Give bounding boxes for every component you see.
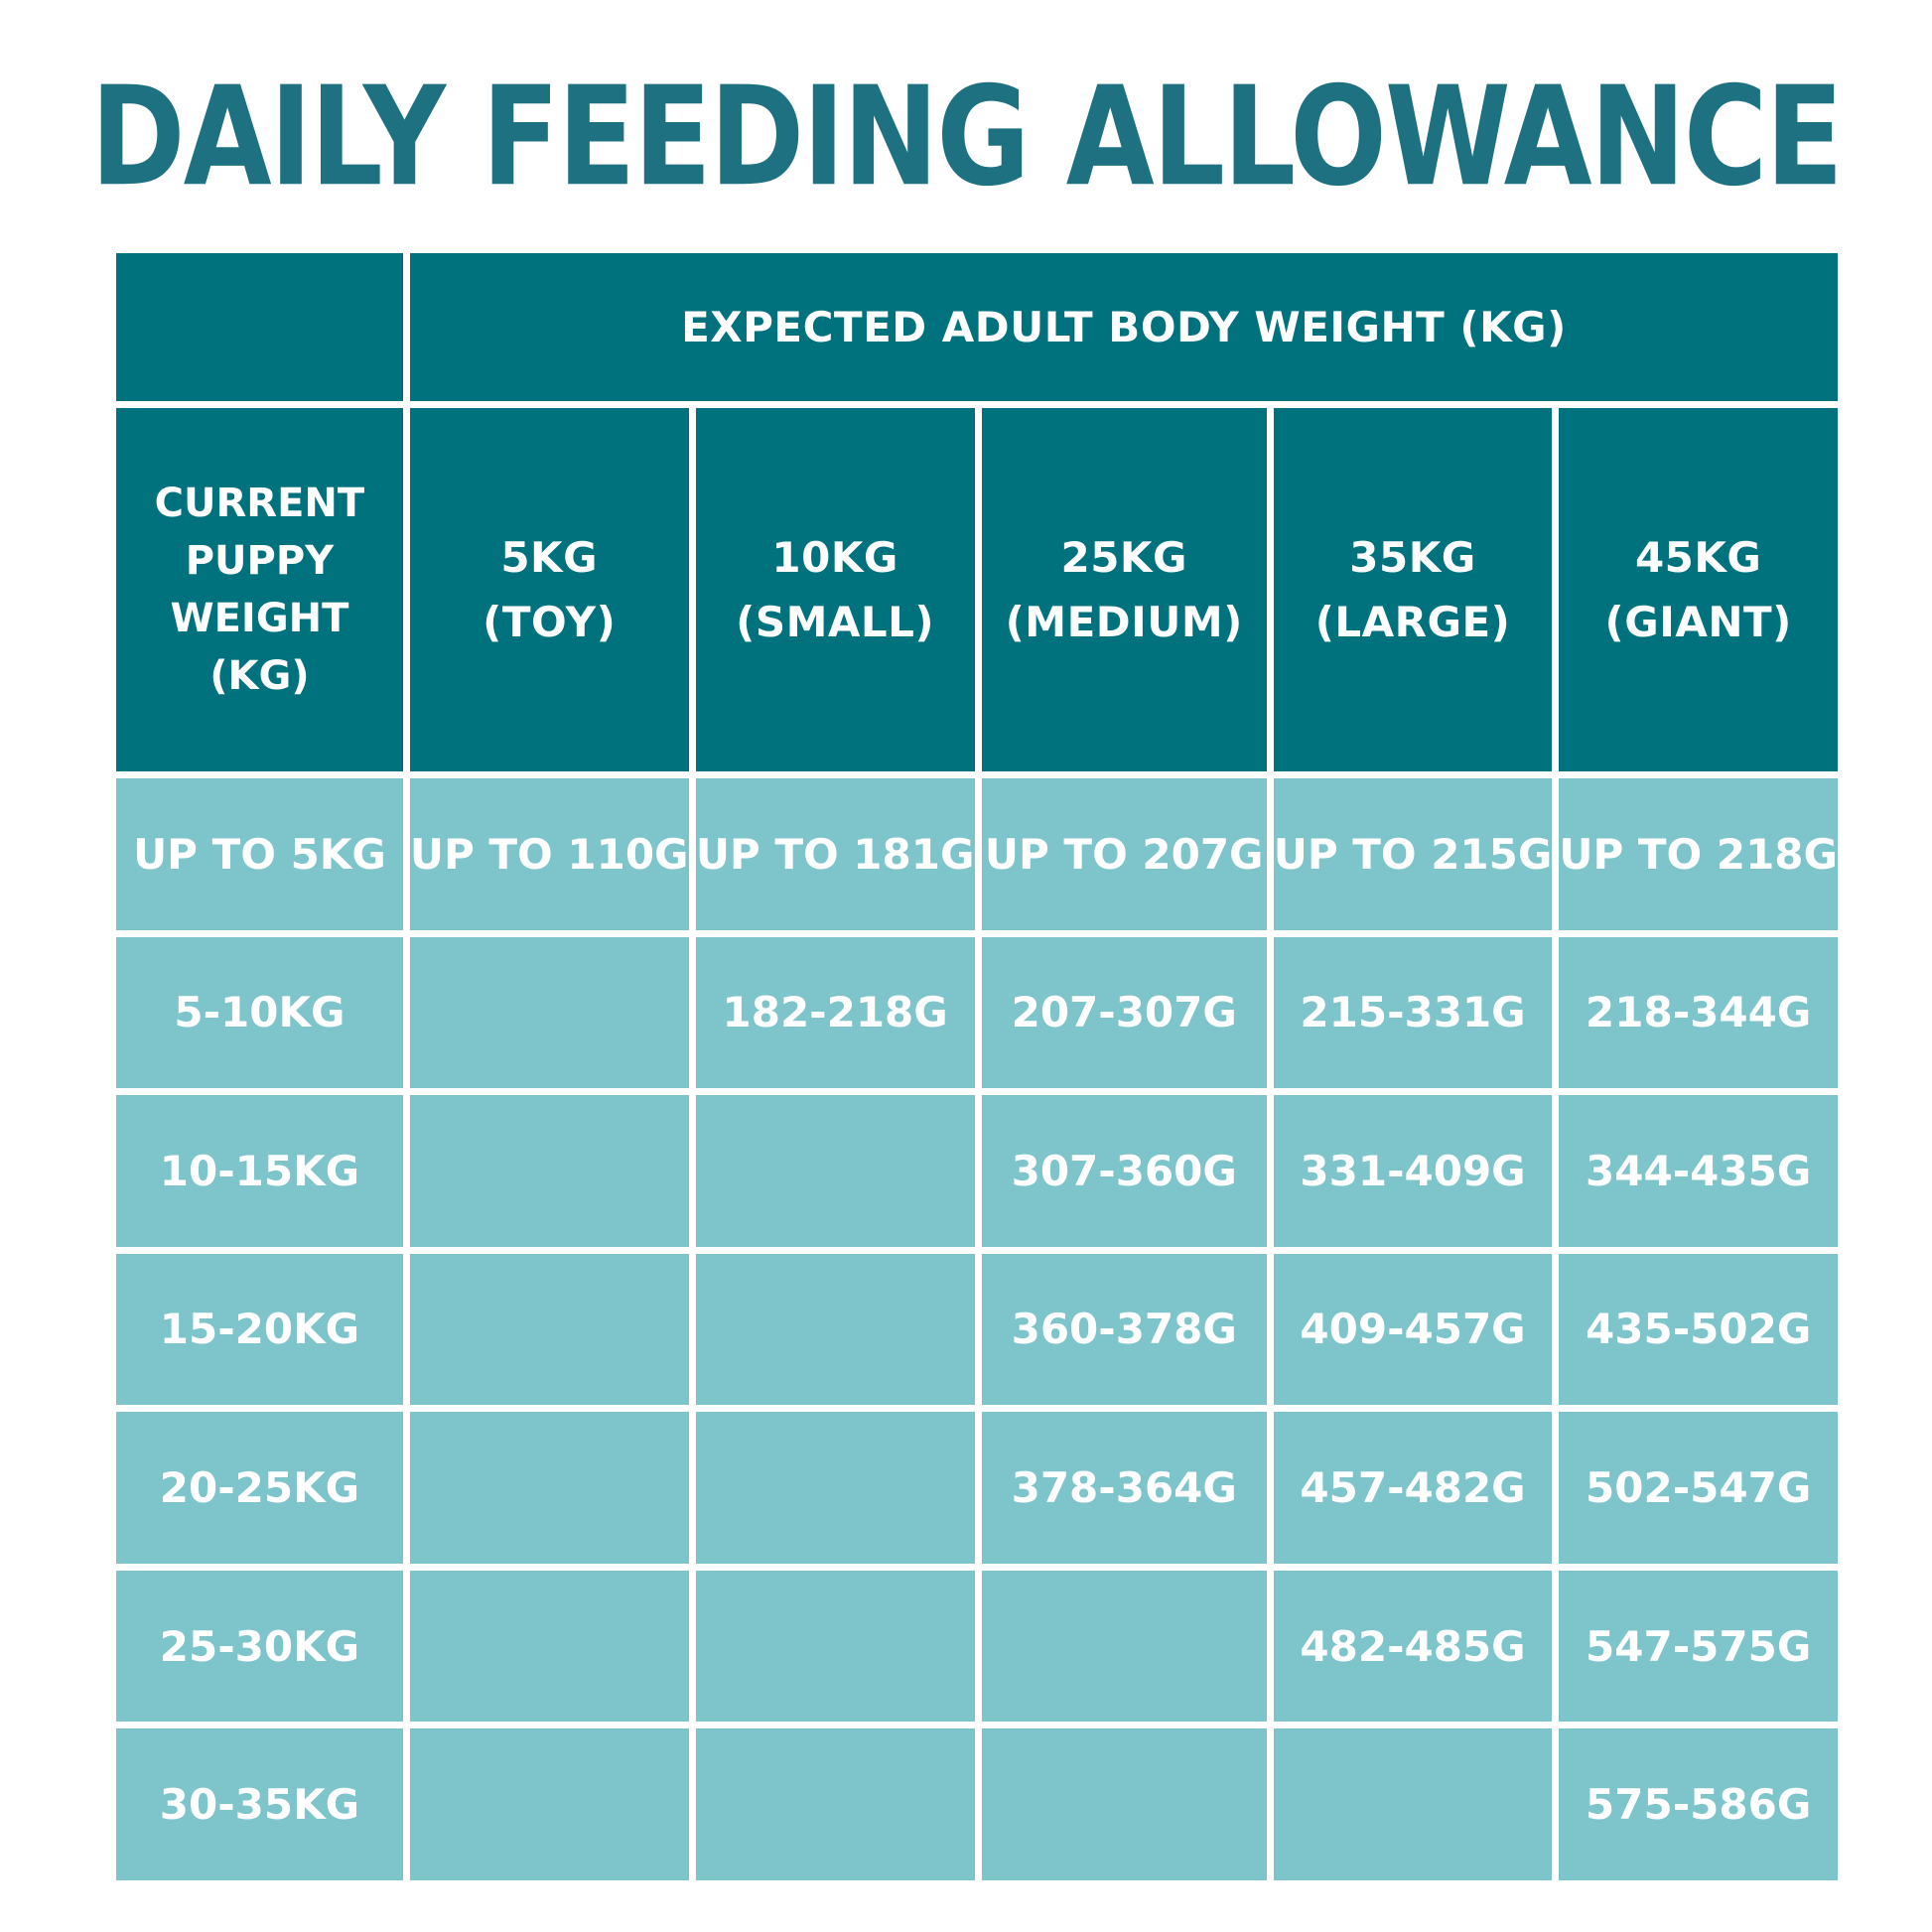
expected-adult-weight-header: EXPECTED ADULT BODY WEIGHT (KG) <box>409 253 1838 401</box>
row-label: 20-25KG <box>116 1412 403 1564</box>
table-cell <box>695 1728 975 1880</box>
column-header-5kg-toy: 5KG (TOY) <box>409 407 689 771</box>
table-cell: 360-378G <box>981 1253 1267 1406</box>
row-label: UP TO 5KG <box>116 777 403 930</box>
table-cell: UP TO 110G <box>409 777 689 930</box>
column-header-45kg-giant: 45KG (GIANT) <box>1559 407 1838 771</box>
table-cell: 482-485G <box>1273 1570 1553 1723</box>
table-cell: UP TO 218G <box>1559 777 1838 930</box>
table-cell: 182-218G <box>695 936 975 1089</box>
column-header-25kg-medium: 25KG (MEDIUM) <box>981 407 1267 771</box>
page-title: DAILY FEEDING ALLOWANCE <box>0 69 1932 206</box>
table-cell: 575-586G <box>1559 1728 1838 1880</box>
table-cell: UP TO 207G <box>981 777 1267 930</box>
column-header-size: (TOY) <box>483 597 617 646</box>
column-header-35kg-large: 35KG (LARGE) <box>1273 407 1553 771</box>
table-cell: 435-502G <box>1559 1253 1838 1406</box>
feeding-allowance-table: EXPECTED ADULT BODY WEIGHT (KG) CURRENT … <box>116 253 1838 1880</box>
table-cell: 547-575G <box>1559 1570 1838 1723</box>
column-header-weight: 45KG <box>1634 532 1762 582</box>
table-cell <box>981 1570 1267 1723</box>
corner-header-line-1: CURRENT <box>154 480 365 526</box>
row-label: 30-35KG <box>116 1728 403 1880</box>
row-label: 15-20KG <box>116 1253 403 1406</box>
row-label: 5-10KG <box>116 936 403 1089</box>
column-header-weight: 5KG <box>500 532 599 582</box>
corner-header-line-2: PUPPY <box>185 537 335 584</box>
column-header-size: (MEDIUM) <box>1005 597 1243 646</box>
current-puppy-weight-header: CURRENT PUPPY WEIGHT (KG) <box>116 407 403 771</box>
table-cell: 331-409G <box>1273 1095 1553 1247</box>
corner-empty-cell <box>116 253 403 401</box>
table-cell: 215-331G <box>1273 936 1553 1089</box>
table-cell: UP TO 181G <box>695 777 975 930</box>
table-cell <box>409 1095 689 1247</box>
table-cell <box>409 1570 689 1723</box>
column-header-size: (LARGE) <box>1314 597 1511 646</box>
table-cell: 207-307G <box>981 936 1267 1089</box>
table-cell <box>695 1095 975 1247</box>
table-cell <box>409 1253 689 1406</box>
table-cell <box>695 1570 975 1723</box>
table-cell <box>409 1728 689 1880</box>
table-cell: 344-435G <box>1559 1095 1838 1247</box>
column-header-size: (GIANT) <box>1604 597 1792 646</box>
column-header-10kg-small: 10KG (SMALL) <box>695 407 975 771</box>
table-cell: 502-547G <box>1559 1412 1838 1564</box>
table-cell <box>409 936 689 1089</box>
column-header-weight: 10KG <box>771 532 898 582</box>
table-cell <box>1273 1728 1553 1880</box>
table-cell: UP TO 215G <box>1273 777 1553 930</box>
table-cell: 378-364G <box>981 1412 1267 1564</box>
table-cell <box>981 1728 1267 1880</box>
table-cell: 457-482G <box>1273 1412 1553 1564</box>
column-header-size: (SMALL) <box>736 597 935 646</box>
column-header-weight: 25KG <box>1060 532 1187 582</box>
column-header-weight: 35KG <box>1349 532 1476 582</box>
table-cell <box>409 1412 689 1564</box>
table-cell: 307-360G <box>981 1095 1267 1247</box>
corner-header-line-3: WEIGHT (KG) <box>170 595 349 699</box>
row-label: 10-15KG <box>116 1095 403 1247</box>
table-cell: 409-457G <box>1273 1253 1553 1406</box>
table-cell <box>695 1412 975 1564</box>
row-label: 25-30KG <box>116 1570 403 1723</box>
table-cell <box>695 1253 975 1406</box>
page-title-text: DAILY FEEDING ALLOWANCE <box>90 58 1844 217</box>
expected-adult-weight-label: EXPECTED ADULT BODY WEIGHT (KG) <box>681 302 1567 351</box>
table-cell: 218-344G <box>1559 936 1838 1089</box>
